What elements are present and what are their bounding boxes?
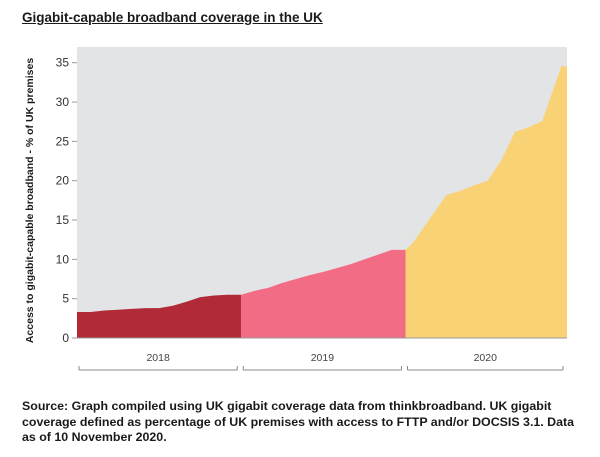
area-series-2020 bbox=[405, 65, 567, 339]
y-tick-label: 15 bbox=[56, 213, 70, 227]
y-tick-label: 20 bbox=[56, 174, 70, 188]
y-tick-label: 25 bbox=[56, 134, 70, 148]
area-series-2019 bbox=[241, 249, 406, 338]
y-tick-label: 10 bbox=[56, 252, 70, 266]
series-areas bbox=[77, 65, 567, 339]
source-note: Source: Graph compiled using UK gigabit … bbox=[22, 399, 575, 444]
y-axis-label: Access to gigabit-capable broadband - % … bbox=[24, 58, 36, 343]
y-tick-label: 0 bbox=[62, 331, 69, 345]
year-brackets: 2018 2019 2020 bbox=[78, 352, 564, 371]
year-bracket-2019: 2019 bbox=[242, 352, 402, 371]
chart-title: Gigabit-capable broadband coverage in th… bbox=[22, 10, 323, 25]
year-label: 2018 bbox=[146, 352, 170, 364]
year-label: 2019 bbox=[311, 352, 335, 364]
year-label: 2020 bbox=[474, 352, 498, 364]
year-bracket-2018: 2018 bbox=[78, 352, 238, 371]
y-tick-label: 35 bbox=[56, 56, 70, 70]
year-bracket-2020: 2020 bbox=[406, 352, 564, 371]
y-tick-label: 30 bbox=[56, 95, 70, 109]
area-series-2018 bbox=[77, 294, 242, 338]
y-axis-ticks: 0 5 10 15 20 25 30 35 bbox=[56, 56, 77, 345]
y-tick-label: 5 bbox=[62, 292, 69, 306]
